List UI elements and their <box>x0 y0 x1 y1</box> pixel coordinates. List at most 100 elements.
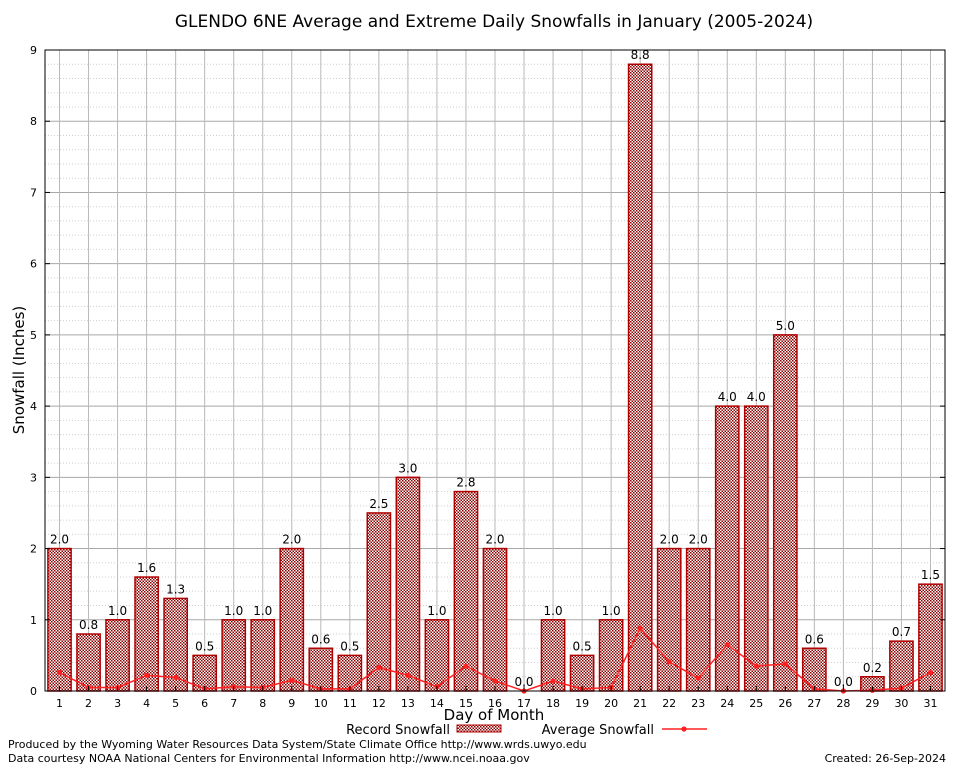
x-tick-label-4: 4 <box>143 697 150 710</box>
bar-value-label-day-23: 2.0 <box>689 533 708 547</box>
bar-value-label-day-18: 1.0 <box>544 604 563 618</box>
bar-value-label-day-12: 2.5 <box>369 497 388 511</box>
chart-title: GLENDO 6NE Average and Extreme Daily Sno… <box>175 12 813 32</box>
x-tick-label-31: 31 <box>923 697 937 710</box>
legend-label-average: Average Snowfall <box>542 723 654 738</box>
bars-record-snowfall <box>47 63 943 692</box>
bar-record-day-10 <box>308 647 334 692</box>
bar-record-day-1 <box>47 547 72 692</box>
y-axis-label: Snowfall (Inches) <box>10 306 28 434</box>
bar-value-label-day-26: 5.0 <box>776 319 795 333</box>
bar-value-label-day-15: 2.8 <box>456 476 475 490</box>
x-tick-label-30: 30 <box>894 697 908 710</box>
bar-record-day-16 <box>482 547 508 692</box>
bar-record-day-9 <box>279 547 305 692</box>
bar-value-label-day-22: 2.0 <box>660 533 679 547</box>
x-tick-label-20: 20 <box>604 697 618 710</box>
x-tick-label-12: 12 <box>372 697 386 710</box>
bar-value-label-day-5: 1.3 <box>166 582 185 596</box>
bar-record-day-13 <box>395 476 421 692</box>
x-tick-label-13: 13 <box>401 697 415 710</box>
bar-record-day-24 <box>714 405 740 692</box>
average-point-day-21 <box>637 625 643 631</box>
x-tick-label-22: 22 <box>662 697 676 710</box>
bar-value-label-day-7: 1.0 <box>224 604 243 618</box>
average-point-day-26 <box>782 661 788 667</box>
bar-record-day-27 <box>801 647 827 692</box>
average-point-day-1 <box>56 669 63 676</box>
average-point-day-4 <box>144 672 150 678</box>
bar-value-label-day-28: 0.0 <box>834 675 853 689</box>
bar-value-label-day-29: 0.2 <box>863 661 882 675</box>
bar-record-day-19 <box>569 654 595 692</box>
bar-record-day-20 <box>598 619 624 692</box>
bar-value-label-day-31: 1.5 <box>921 568 940 582</box>
x-tick-label-10: 10 <box>314 697 328 710</box>
bar-value-label-day-16: 2.0 <box>485 533 504 547</box>
x-tick-label-21: 21 <box>633 697 647 710</box>
average-point-day-23 <box>695 675 701 681</box>
bar-record-day-11 <box>337 654 363 692</box>
bar-record-day-8 <box>250 619 276 692</box>
x-tick-label-15: 15 <box>459 697 473 710</box>
x-tick-label-18: 18 <box>546 697 560 710</box>
average-point-day-5 <box>173 674 179 681</box>
bar-value-label-day-13: 3.0 <box>398 461 417 475</box>
x-tick-label-29: 29 <box>865 697 879 710</box>
x-axis-label: Day of Month <box>444 706 545 724</box>
bar-record-day-25 <box>743 405 769 692</box>
x-tick-label-26: 26 <box>778 697 792 710</box>
x-tick-label-7: 7 <box>230 697 237 710</box>
y-tick-label: 5 <box>30 329 37 342</box>
x-tick-label-24: 24 <box>720 697 734 710</box>
x-tick-label-25: 25 <box>749 697 763 710</box>
bar-value-label-day-11: 0.5 <box>340 639 359 653</box>
x-tick-label-1: 1 <box>56 697 63 710</box>
y-tick-label: 8 <box>30 115 37 128</box>
bar-record-day-21 <box>627 63 653 692</box>
y-tick-labels: 0 1 2 3 4 5 6 7 8 9 <box>30 44 945 698</box>
average-point-day-12 <box>376 664 382 671</box>
bar-record-day-7 <box>221 619 247 692</box>
bar-record-day-15 <box>453 490 479 692</box>
plot-frame <box>44 49 946 692</box>
bar-value-label-day-20: 1.0 <box>602 604 621 618</box>
x-tick-label-23: 23 <box>691 697 705 710</box>
bar-value-label-day-25: 4.0 <box>747 390 766 404</box>
bar-value-label-day-2: 0.8 <box>79 618 98 632</box>
y-tick-label: 3 <box>30 471 37 484</box>
y-tick-label: 4 <box>30 400 37 413</box>
average-point-day-15 <box>463 663 469 669</box>
average-point-day-31 <box>927 669 934 676</box>
average-point-day-25 <box>753 663 759 669</box>
average-point-day-9 <box>289 677 295 683</box>
legend: Record Snowfall Average Snowfall <box>346 723 707 738</box>
bar-value-label-day-24: 4.0 <box>718 390 737 404</box>
x-tick-label-8: 8 <box>259 697 266 710</box>
average-point-day-16 <box>492 678 498 684</box>
average-point-day-22 <box>666 659 672 665</box>
bar-value-label-day-19: 0.5 <box>573 639 592 653</box>
x-tick-label-11: 11 <box>343 697 357 710</box>
y-tick-label: 2 <box>30 543 37 556</box>
bar-value-label-day-8: 1.0 <box>253 604 272 618</box>
x-tick-label-17: 17 <box>517 697 531 710</box>
x-tick-label-28: 28 <box>836 697 850 710</box>
bar-value-label-day-27: 0.6 <box>805 632 824 646</box>
footer-produced-by: Produced by the Wyoming Water Resources … <box>8 738 587 751</box>
y-tick-label: 0 <box>30 685 37 698</box>
legend-swatch-record <box>456 724 502 733</box>
average-point-day-24 <box>724 642 730 648</box>
bar-value-label-day-4: 1.6 <box>137 561 156 575</box>
footer-created-date: Created: 26-Sep-2024 <box>825 752 946 765</box>
x-tick-label-5: 5 <box>172 697 179 710</box>
x-tick-label-6: 6 <box>201 697 208 710</box>
bar-record-day-22 <box>656 547 682 692</box>
y-tick-label: 7 <box>30 186 37 199</box>
x-tick-label-9: 9 <box>288 697 295 710</box>
legend-label-record: Record Snowfall <box>346 723 450 738</box>
y-tick-label: 1 <box>30 614 37 627</box>
bar-record-day-3 <box>105 619 130 692</box>
average-point-day-18 <box>550 678 556 684</box>
